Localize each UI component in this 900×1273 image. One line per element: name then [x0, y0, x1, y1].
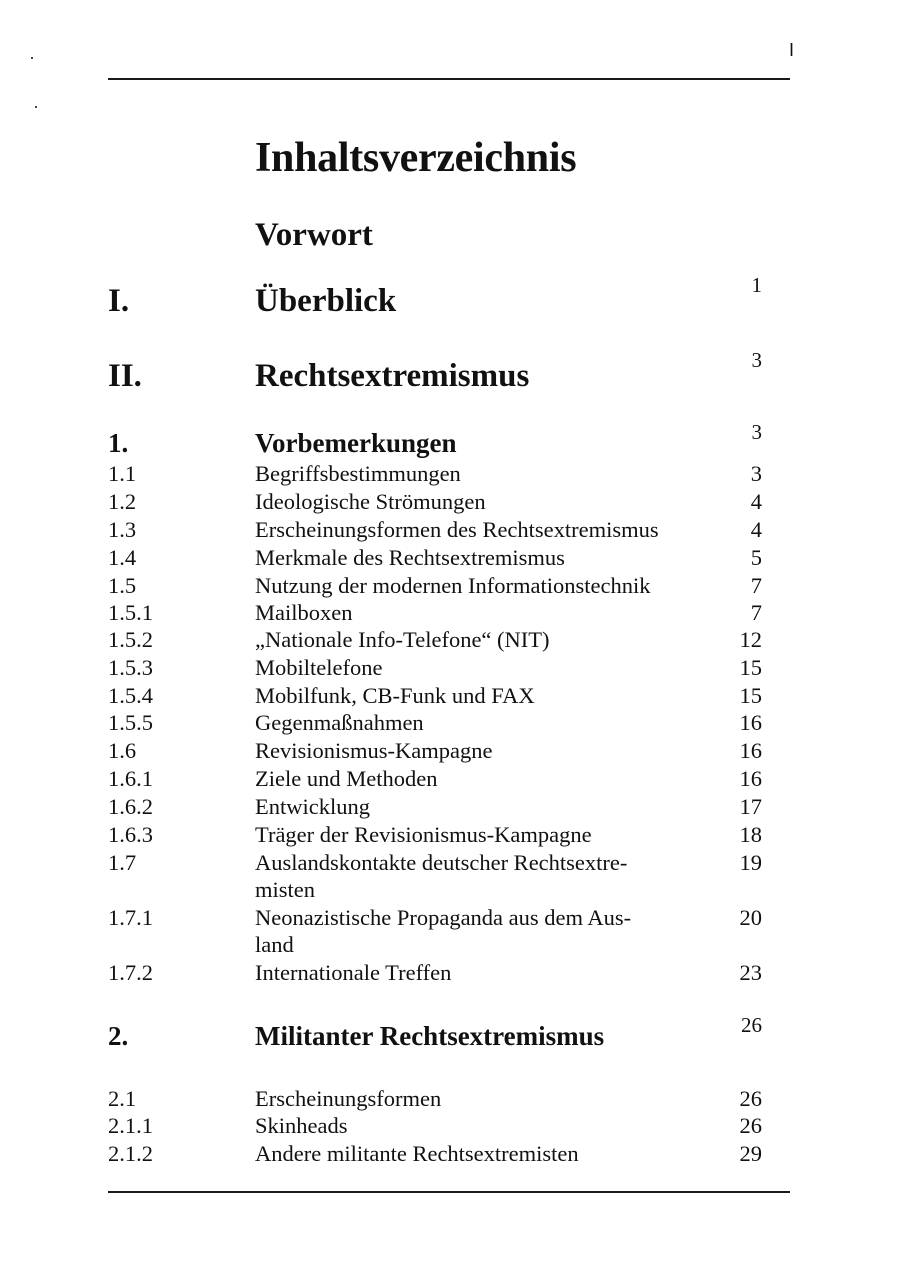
- toc-entry-title[interactable]: Internationale Treffen: [255, 959, 452, 985]
- toc-entry-title[interactable]: Militanter Rechtsextremismus: [255, 1021, 605, 1052]
- page-number-mark: I: [789, 40, 795, 60]
- toc-entry-page: 16: [739, 737, 763, 763]
- toc-entry-title[interactable]: Merkmale des Rechtsextremismus: [255, 544, 565, 570]
- toc-entry-number: 1.5.5: [108, 709, 153, 735]
- toc-entry-number: 1.5.3: [108, 654, 153, 680]
- toc-entry-page: 29: [739, 1140, 763, 1166]
- toc-entry-page: 26: [739, 1112, 763, 1138]
- toc-entry-page: 3: [750, 460, 762, 486]
- toc-entry-number: 2.1.2: [108, 1140, 153, 1166]
- scan-speck: [31, 57, 33, 59]
- toc-entry-page: 15: [739, 654, 763, 680]
- bottom-rule: [108, 1191, 790, 1193]
- toc-entry-title[interactable]: Skinheads: [255, 1112, 348, 1138]
- toc-entry-number: 1.6.3: [108, 821, 153, 847]
- toc-entry-title[interactable]: Gegenmaßnahmen: [255, 709, 424, 735]
- toc-entry-number: 1.7.1: [108, 904, 153, 930]
- toc-entry-number: 1.6.1: [108, 765, 153, 791]
- toc-entry-number: 1.: [108, 428, 129, 459]
- toc-entry-number: 1.6: [108, 737, 137, 763]
- toc-entry-number: I.: [108, 282, 130, 319]
- toc-entry-title[interactable]: Ziele und Methoden: [255, 765, 438, 791]
- toc-entry-page: 4: [750, 488, 762, 514]
- toc-entry-title[interactable]: Vorbemerkungen: [255, 428, 457, 459]
- toc-entry-title[interactable]: Mobilfunk, CB-Funk und FAX: [255, 682, 535, 708]
- toc-entry-number: 1.7: [108, 849, 137, 875]
- toc-entry-title[interactable]: Überblick: [255, 282, 397, 319]
- toc-entry-title[interactable]: Mobiltelefone: [255, 654, 383, 680]
- toc-entry-page: 7: [750, 599, 762, 625]
- toc-entry-page: 20: [739, 904, 763, 930]
- toc-entry-page: 7: [750, 572, 762, 598]
- toc-entry-page: 23: [739, 959, 763, 985]
- toc-entry-number: 1.5.1: [108, 599, 153, 625]
- toc-entry-title[interactable]: Träger der Revisionismus-Kampagne: [255, 821, 592, 847]
- toc-entry-page: 3: [751, 420, 763, 445]
- top-rule: [108, 78, 790, 80]
- toc-entry-title[interactable]: Rechtsextremismus: [255, 357, 530, 394]
- toc-entry-number: 1.2: [108, 488, 137, 514]
- toc-entry-number: II.: [108, 357, 142, 394]
- toc-entry-number: 1.5.4: [108, 682, 153, 708]
- toc-entry-page: 26: [739, 1085, 763, 1111]
- toc-entry-title[interactable]: Revisionismus-Kampagne: [255, 737, 493, 763]
- toc-entry-title[interactable]: Entwicklung: [255, 793, 370, 819]
- toc-entry-page: 26: [741, 1013, 762, 1038]
- toc-entry-number: 1.5.2: [108, 626, 153, 652]
- toc-entry-title[interactable]: Nutzung der modernen Informationstechnik: [255, 572, 651, 598]
- toc-entry-number: 1.3: [108, 516, 137, 542]
- toc-entry-page: 18: [739, 821, 763, 847]
- toc-entry-number: 2.: [108, 1021, 129, 1052]
- toc-entry-page: 5: [750, 544, 762, 570]
- toc-entry-title[interactable]: Mailboxen: [255, 599, 353, 625]
- toc-entry-title[interactable]: Ideologische Strömungen: [255, 488, 486, 514]
- toc-entry-number: 1.4: [108, 544, 137, 570]
- toc-entry-title[interactable]: Erscheinungsformen des Rechtsextremismus: [255, 516, 659, 542]
- toc-entry-page: 17: [739, 793, 763, 819]
- toc-entry-number: 2.1.1: [108, 1112, 153, 1138]
- toc-entry-page: 1: [751, 272, 763, 297]
- scan-speck: [35, 106, 37, 108]
- toc-entry-number: 1.7.2: [108, 959, 153, 985]
- toc-entry-title-continuation: land: [255, 932, 294, 958]
- toc-entry-title[interactable]: Auslandskontakte deutscher Rechtsextre-: [255, 849, 628, 875]
- preface-heading: Vorwort: [255, 217, 373, 253]
- toc-entry-title[interactable]: Andere militante Rechtsextremisten: [255, 1140, 579, 1166]
- toc-entry-page: 12: [739, 626, 763, 652]
- toc-entry-number: 1.5: [108, 572, 137, 598]
- toc-entry-page: 4: [750, 516, 762, 542]
- toc-entry-page: 16: [739, 765, 763, 791]
- toc-entry-page: 16: [739, 709, 763, 735]
- toc-entry-title[interactable]: Neonazistische Propaganda aus dem Aus-: [255, 904, 632, 930]
- toc-entry-title[interactable]: Begriffsbestimmungen: [255, 460, 461, 486]
- toc-entry-page: 15: [739, 682, 763, 708]
- toc-entry-number: 2.1: [108, 1085, 137, 1111]
- toc-entry-title[interactable]: Erscheinungsformen: [255, 1085, 442, 1111]
- toc-entry-page: 3: [751, 347, 763, 372]
- toc-entry-number: 1.6.2: [108, 793, 153, 819]
- toc-entry-title[interactable]: „Nationale Info-Telefone“ (NIT): [255, 626, 550, 652]
- toc-entry-page: 19: [739, 849, 763, 875]
- page-title: Inhaltsverzeichnis: [255, 135, 577, 181]
- toc-entry-number: 1.1: [108, 460, 137, 486]
- toc-entry-title-continuation: misten: [255, 877, 315, 903]
